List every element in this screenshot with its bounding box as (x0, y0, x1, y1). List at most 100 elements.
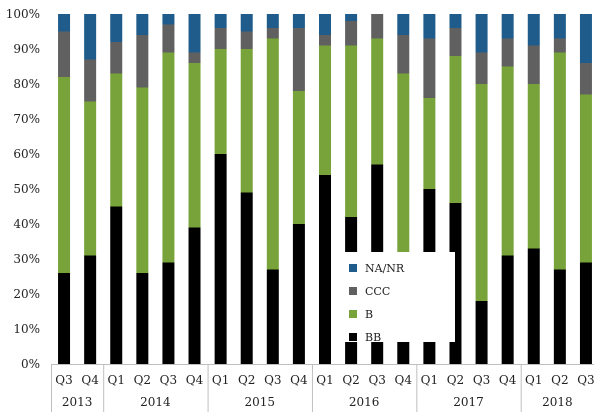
bar-segment-ccc (397, 35, 410, 74)
x-tick-label: Q2 (447, 373, 464, 387)
x-tick-label: Q2 (238, 373, 255, 387)
bar-segment-na-nr (110, 14, 123, 42)
legend-item-b: B (349, 306, 373, 322)
bar-segment-b (579, 94, 592, 263)
bar-segment-na-nr (579, 14, 592, 63)
bar-segment-ccc (136, 35, 149, 88)
bar-segment-bb (553, 269, 566, 364)
y-tick-label: 10% (13, 322, 40, 336)
bar-segment-na-nr (136, 14, 149, 35)
bar-segment-na-nr (162, 14, 175, 25)
legend-item-na-nr: NA/NR (349, 260, 404, 276)
bar-segment-ccc (58, 31, 71, 77)
bar-segment-ccc (449, 28, 462, 56)
bar-segment-ccc (423, 38, 436, 98)
bar-segment-ccc (319, 35, 331, 46)
x-tick-label: Q4 (81, 373, 99, 387)
bar-segment-ccc (579, 63, 592, 95)
legend-label-ccc: CCC (365, 284, 391, 298)
bar-segment-bb (266, 269, 279, 364)
bar-segment-na-nr (501, 14, 514, 39)
bar-segment-b (240, 49, 253, 193)
y-tick-label: 80% (13, 77, 40, 91)
year-group-label: 2013 (62, 395, 93, 409)
bar-segment-bb (527, 248, 540, 364)
legend-label-b: B (365, 307, 374, 321)
bar-segment-ccc (371, 14, 384, 39)
bar-segment-bb (319, 175, 331, 364)
bar-segment-ccc (501, 38, 514, 67)
bar-segment-b (527, 84, 540, 249)
bar-segment-b (84, 101, 97, 256)
y-tick-label: 90% (13, 42, 40, 56)
bar-segment-b (214, 49, 227, 154)
bar-segment-na-nr (345, 14, 358, 21)
legend-swatch-b (349, 310, 357, 318)
y-tick-label: 0% (21, 357, 40, 371)
bar-segment-b (397, 73, 410, 259)
year-group-label: 2018 (542, 395, 573, 409)
bar-segment-b (423, 98, 436, 189)
x-tick-label: Q1 (107, 373, 124, 387)
y-tick-label: 20% (13, 287, 40, 301)
legend-swatch-bb (349, 333, 357, 341)
y-tick-label: 50% (13, 182, 40, 196)
bar-segment-ccc (292, 28, 305, 91)
x-tick-label: Q3 (368, 373, 385, 387)
bar-segment-na-nr (553, 14, 566, 39)
x-tick-label: Q1 (421, 373, 438, 387)
legend-label-bb: BB (365, 330, 382, 344)
bar-segment-b (475, 84, 488, 301)
bar-segment-ccc (84, 59, 97, 102)
bar-segment-ccc (188, 52, 201, 63)
x-tick-label: Q2 (551, 373, 568, 387)
year-group-label: 2014 (140, 395, 171, 409)
x-tick-label: Q1 (525, 373, 542, 387)
x-tick-label: Q3 (577, 373, 594, 387)
bar-segment-na-nr (266, 14, 279, 28)
bar-segment-b (58, 77, 71, 273)
bar-segment-bb (58, 273, 71, 364)
bar-segment-b (292, 91, 305, 224)
bar-segment-ccc (240, 31, 253, 49)
bar-segment-bb (136, 273, 149, 364)
legend: NA/NR CCC B BB (343, 252, 455, 345)
bar-segment-na-nr (527, 14, 540, 46)
y-tick-label: 40% (13, 217, 40, 231)
bar-segment-bb (214, 154, 227, 364)
bar-segment-ccc (475, 52, 488, 84)
bar-segment-bb (110, 206, 123, 364)
year-group-label: 2017 (453, 395, 484, 409)
bar-segment-na-nr (475, 14, 488, 53)
bar-segment-na-nr (58, 14, 71, 32)
bar-segment-ccc (553, 38, 566, 53)
bar-segment-na-nr (423, 14, 436, 39)
bars (58, 14, 592, 364)
bar-segment-ccc (527, 45, 540, 84)
y-tick-label: 60% (13, 147, 40, 161)
x-tick-label: Q4 (186, 373, 204, 387)
bar-segment-b (345, 45, 358, 217)
x-tick-label: Q4 (290, 373, 308, 387)
legend-item-bb: BB (349, 329, 381, 345)
bar-segment-bb (475, 301, 488, 364)
bar-segment-b (553, 52, 566, 270)
bar-segment-b (501, 66, 514, 256)
bar-segment-na-nr (449, 14, 462, 28)
bar-segment-bb (292, 224, 305, 364)
bar-segment-bb (240, 192, 253, 364)
bar-segment-ccc (266, 28, 279, 39)
bar-segment-b (110, 73, 123, 207)
bar-segment-b (188, 63, 201, 228)
x-tick-label: Q3 (55, 373, 72, 387)
bar-segment-bb (188, 227, 201, 364)
x-tick-label: Q4 (395, 373, 413, 387)
bar-segment-b (136, 87, 149, 273)
legend-swatch-ccc (349, 287, 357, 295)
bar-segment-b (162, 52, 175, 263)
bar-segment-ccc (162, 24, 175, 53)
x-tick-label: Q4 (499, 373, 517, 387)
bar-segment-b (319, 45, 331, 175)
x-tick-label: Q2 (134, 373, 151, 387)
